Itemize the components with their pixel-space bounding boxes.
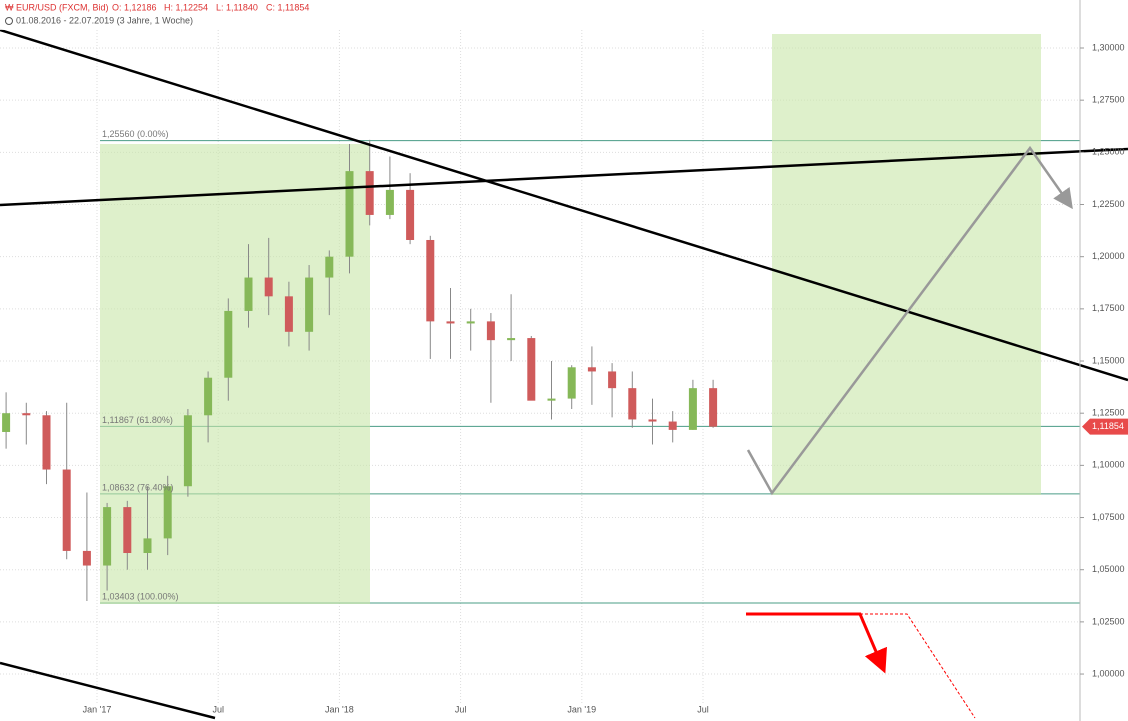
candle-body [2,413,11,432]
header-high: H: 1,12254 [164,2,208,12]
candle-body [264,277,273,297]
y-tick-label: 1,10000 [1092,460,1125,470]
candle-body [365,171,374,215]
candle-body [709,388,718,427]
header-bg [0,0,420,30]
zone-box [100,144,370,604]
candle-body [345,171,354,257]
candle-body [567,367,576,399]
y-tick-label: 1,02500 [1092,616,1125,626]
y-tick-label: 1,05000 [1092,564,1125,574]
candle-body [224,310,233,378]
header-close: C: 1,11854 [266,2,309,12]
x-tick-label: Jan '18 [325,704,354,714]
x-tick-label: Jul [455,704,467,714]
fib-label: 1,08632 (76.40%) [102,482,174,492]
clock-icon [5,17,13,25]
trend-line [0,661,216,720]
candle-body [42,415,51,470]
candle-body [426,239,435,322]
y-tick-label: 1,15000 [1092,355,1125,365]
header-range: 01.08.2016 - 22.07.2019 (3 Jahre, 1 Woch… [16,15,193,25]
projection-dashed [860,613,976,719]
trend-line [0,147,1128,207]
candle-body [305,277,314,332]
candle-body [123,507,132,554]
y-tick-label: 1,27500 [1092,95,1125,105]
header-icon: ₩ [5,2,14,12]
y-tick-label: 1,07500 [1092,512,1125,522]
candle-body [62,469,71,551]
candle-body [163,486,172,539]
y-tick-label: 1,00000 [1092,668,1125,678]
candle-body [183,415,192,487]
header-symbol: EUR/USD (FXCM, Bid) [16,2,109,12]
y-tick-label: 1,17500 [1092,303,1125,313]
candle-body [385,189,394,215]
candle-body [507,338,516,341]
candle-body [648,419,657,422]
fib-label: 1,25560 (0.00%) [102,129,169,139]
x-tick-label: Jul [212,704,224,714]
projection-path [746,145,1073,496]
y-tick-label: 1,12500 [1092,408,1125,418]
candle-body [628,388,637,420]
fib-label: 1,11867 (61.80%) [102,415,173,425]
y-tick-label: 1,25000 [1092,147,1125,157]
header-low: L: 1,11840 [216,2,258,12]
fib-label: 1,03403 (100.00%) [102,591,179,601]
candle-body [143,538,152,554]
candle-body [103,507,112,566]
price-tag-label: 1,11854 [1092,421,1124,431]
candle-body [587,367,596,372]
x-tick-label: Jan '19 [567,704,596,714]
candle-body [446,321,455,324]
candle-body [547,398,556,401]
candle-body [608,371,617,389]
candle-body [22,413,31,416]
candle-body [204,377,213,416]
y-tick-label: 1,20000 [1092,251,1125,261]
x-tick-label: Jan '17 [83,704,112,714]
candle-body [466,321,475,324]
marks-layer [2,139,718,602]
projection-down [746,612,887,674]
candle-body [527,338,536,401]
target-box [772,34,1041,495]
header-open: O: 1,12186 [112,2,157,12]
candle-body [688,388,697,430]
price-tag [1082,418,1128,435]
candle-body [82,550,91,566]
candle-body [486,321,495,341]
candle-body [325,256,334,278]
candle-body [406,189,415,240]
y-tick-label: 1,22500 [1092,199,1125,209]
x-tick-label: Jul [697,704,709,714]
trend-line [0,28,1128,382]
y-tick-label: 1,30000 [1092,42,1125,52]
candle-body [668,421,677,430]
candle-body [284,296,293,332]
candle-body [244,277,253,311]
